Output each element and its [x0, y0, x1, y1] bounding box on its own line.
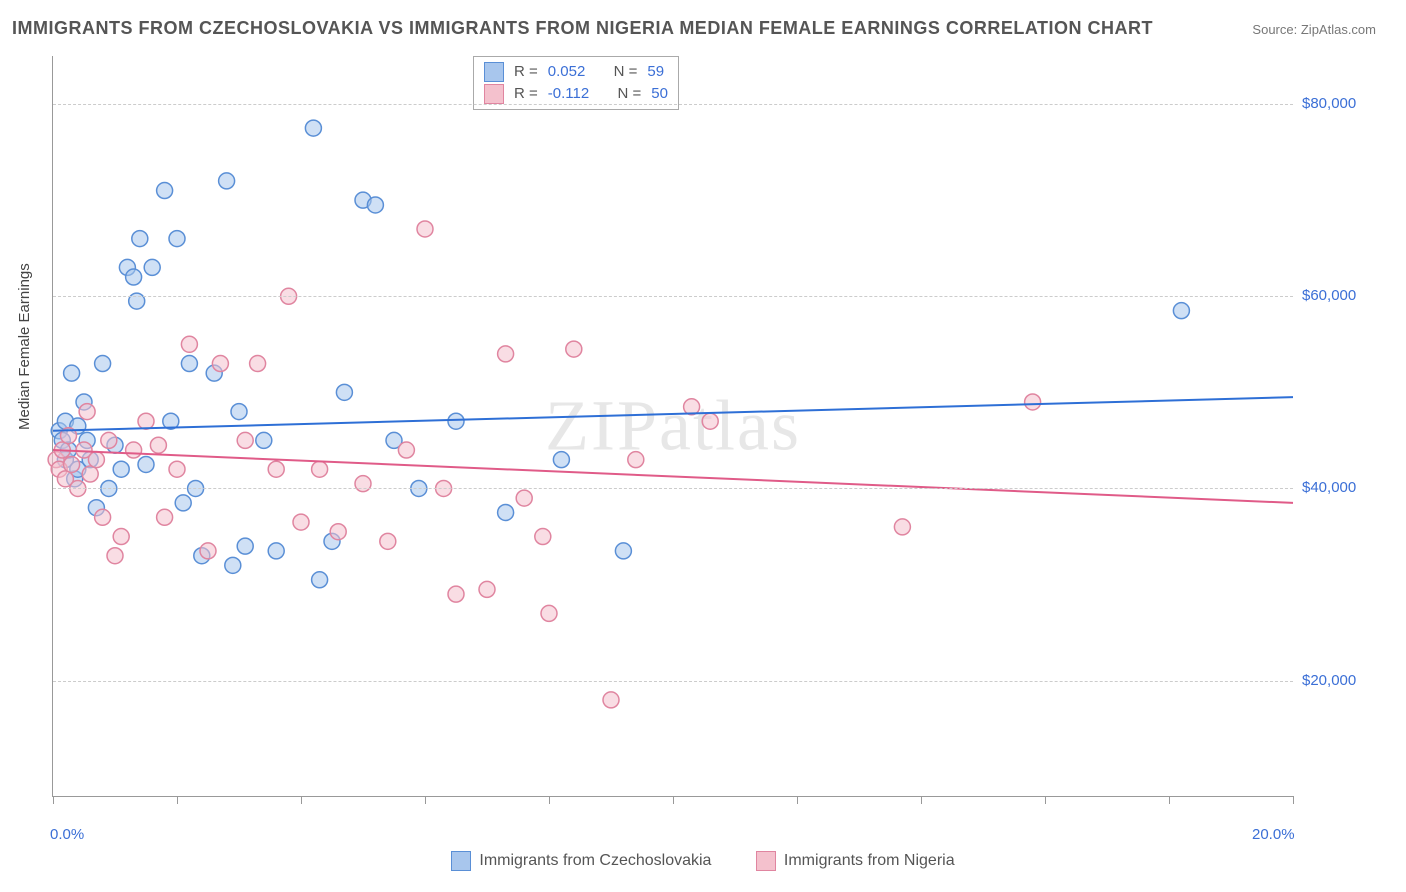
data-point: [126, 269, 142, 285]
data-point: [479, 581, 495, 597]
data-point: [200, 543, 216, 559]
data-point: [553, 452, 569, 468]
data-point: [566, 341, 582, 357]
data-point: [448, 413, 464, 429]
data-point: [305, 120, 321, 136]
data-point: [398, 442, 414, 458]
data-point: [95, 509, 111, 525]
data-point: [64, 456, 80, 472]
source-name: ZipAtlas.com: [1301, 22, 1376, 37]
y-tick-label: $60,000: [1302, 287, 1356, 304]
x-tick: [1293, 796, 1294, 804]
gridline: [53, 296, 1293, 297]
data-point: [498, 504, 514, 520]
gridline: [53, 104, 1293, 105]
data-point: [1173, 303, 1189, 319]
trend-line: [53, 450, 1293, 503]
data-point: [107, 548, 123, 564]
data-point: [330, 524, 346, 540]
x-tick: [797, 796, 798, 804]
chart-title: IMMIGRANTS FROM CZECHOSLOVAKIA VS IMMIGR…: [12, 18, 1153, 39]
data-point: [516, 490, 532, 506]
data-point: [894, 519, 910, 535]
gridline: [53, 488, 1293, 489]
data-point: [64, 365, 80, 381]
data-point: [231, 404, 247, 420]
data-point: [132, 231, 148, 247]
data-point: [88, 452, 104, 468]
data-point: [150, 437, 166, 453]
data-point: [256, 432, 272, 448]
x-tick: [53, 796, 54, 804]
data-point: [336, 384, 352, 400]
data-point: [79, 404, 95, 420]
data-point: [535, 529, 551, 545]
data-point: [144, 259, 160, 275]
data-point: [448, 586, 464, 602]
data-point: [312, 572, 328, 588]
data-point: [181, 356, 197, 372]
x-tick: [1045, 796, 1046, 804]
data-point: [603, 692, 619, 708]
gridline: [53, 681, 1293, 682]
data-point: [219, 173, 235, 189]
x-tick: [301, 796, 302, 804]
legend-label-1: Immigrants from Czechoslovakia: [479, 852, 711, 870]
data-point: [101, 432, 117, 448]
y-tick-label: $80,000: [1302, 95, 1356, 112]
data-point: [169, 231, 185, 247]
data-point: [138, 413, 154, 429]
data-point: [498, 346, 514, 362]
data-point: [312, 461, 328, 477]
data-point: [250, 356, 266, 372]
x-tick: [425, 796, 426, 804]
data-point: [157, 183, 173, 199]
x-tick: [177, 796, 178, 804]
source-label: Source:: [1252, 22, 1297, 37]
data-point: [82, 466, 98, 482]
data-point: [95, 356, 111, 372]
bottom-legend: Immigrants from Czechoslovakia Immigrant…: [0, 851, 1406, 876]
chart-svg: [53, 56, 1293, 796]
legend-swatch-1: [451, 851, 471, 871]
data-point: [138, 456, 154, 472]
data-point: [268, 461, 284, 477]
legend-item-series2: Immigrants from Nigeria: [756, 851, 955, 871]
data-point: [615, 543, 631, 559]
data-point: [628, 452, 644, 468]
data-point: [169, 461, 185, 477]
x-tick: [549, 796, 550, 804]
data-point: [1025, 394, 1041, 410]
source-attribution: Source: ZipAtlas.com: [1252, 22, 1376, 37]
data-point: [113, 461, 129, 477]
data-point: [181, 336, 197, 352]
y-tick-label: $40,000: [1302, 479, 1356, 496]
x-tick: [673, 796, 674, 804]
data-point: [126, 442, 142, 458]
data-point: [417, 221, 433, 237]
y-axis-label: Median Female Earnings: [16, 263, 33, 430]
data-point: [367, 197, 383, 213]
data-point: [380, 533, 396, 549]
data-point: [541, 605, 557, 621]
x-tick-label-max: 20.0%: [1252, 826, 1295, 843]
x-tick-label-min: 0.0%: [50, 826, 84, 843]
x-tick: [1169, 796, 1170, 804]
data-point: [225, 557, 241, 573]
data-point: [293, 514, 309, 530]
data-point: [237, 538, 253, 554]
data-point: [157, 509, 173, 525]
legend-swatch-2: [756, 851, 776, 871]
data-point: [702, 413, 718, 429]
data-point: [237, 432, 253, 448]
legend-label-2: Immigrants from Nigeria: [784, 852, 955, 870]
data-point: [212, 356, 228, 372]
x-tick: [921, 796, 922, 804]
legend-item-series1: Immigrants from Czechoslovakia: [451, 851, 711, 871]
data-point: [175, 495, 191, 511]
plot-area: ZIPatlas R = 0.052 N = 59 R = -0.112 N =…: [52, 56, 1293, 797]
y-tick-label: $20,000: [1302, 672, 1356, 689]
data-point: [113, 529, 129, 545]
data-point: [268, 543, 284, 559]
